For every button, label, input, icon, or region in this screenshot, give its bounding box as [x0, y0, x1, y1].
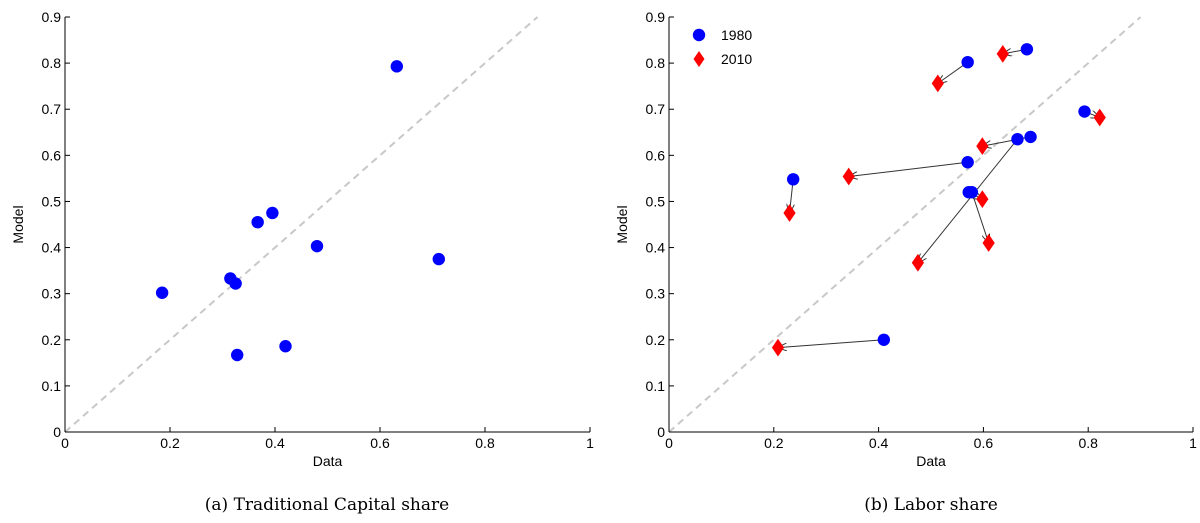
y-tick-label: 0.1	[646, 378, 666, 394]
x-tick-label: 1	[586, 435, 594, 451]
y-axis-label: Model	[614, 205, 630, 243]
y-tick-label: 0.5	[42, 193, 62, 209]
data-point-circle	[279, 340, 292, 353]
x-tick-label: 0.8	[1078, 435, 1098, 451]
data-point-diamond	[783, 204, 796, 222]
change-arrow	[778, 339, 884, 348]
x-tick-label: 0.4	[265, 435, 285, 451]
data-point-diamond	[771, 338, 785, 357]
y-tick-label: 0.2	[646, 332, 666, 348]
chart-panel-capital-share: 0 0.2 0.4 0.6 0.8 1 0 0.1 0.2 0.3 0.4 0.5 0.6 0.7 0.8 0…	[10, 9, 594, 515]
reference-line	[668, 16, 1142, 433]
data-point-diamond	[976, 137, 989, 155]
data-point-diamond	[1093, 108, 1106, 127]
data-point-circle	[965, 186, 979, 199]
data-point-circle	[155, 286, 169, 299]
data-point-diamond	[842, 167, 855, 186]
x-tick-label: 0	[665, 435, 673, 451]
chart-panel-labor-share: 0 0.2 0.4 0.6 0.8 1 0 0.1 0.2 0.3 0.4 0.5 0.6 0.7 0.8 0…	[614, 9, 1197, 515]
data-point-diamond	[976, 190, 989, 209]
data-point-circle	[266, 206, 279, 220]
data-point-circle	[231, 348, 244, 362]
panel-caption: (b) Labor share	[864, 495, 998, 515]
data-point-diamond	[931, 74, 944, 93]
y-tick-label: 0.3	[646, 286, 666, 302]
x-tick-label: 0.2	[764, 435, 784, 451]
data-point-diamond	[982, 234, 995, 252]
data-point-circle	[1011, 132, 1024, 146]
change-arrow	[971, 192, 989, 243]
x-tick-label: 1	[1189, 435, 1197, 451]
x-axis-label: Data	[916, 453, 946, 469]
change-arrow	[918, 138, 1018, 263]
data-point-circle	[310, 239, 324, 253]
x-tick-label: 0	[61, 435, 69, 451]
y-tick-label: 0.6	[42, 147, 62, 163]
y-tick-label: 0.9	[42, 9, 62, 25]
data-point-circle	[1078, 105, 1091, 118]
legend-label: 1980	[721, 27, 752, 43]
y-tick-label: 0.7	[42, 101, 62, 117]
y-tick-label: 0.8	[42, 55, 62, 71]
y-tick-label: 0.9	[646, 9, 666, 25]
panel-caption: (a) Traditional Capital share	[205, 495, 449, 515]
x-tick-label: 0.8	[475, 435, 495, 451]
x-axis-label: Data	[313, 453, 343, 469]
data-point-circle	[432, 252, 445, 266]
x-tick-label: 0.4	[869, 435, 889, 451]
y-tick-label: 0.1	[42, 378, 62, 394]
data-point-circle	[390, 60, 403, 73]
data-point-circle	[251, 215, 264, 229]
y-tick-label: 0	[53, 424, 61, 440]
legend-marker-diamond	[693, 51, 705, 67]
y-tick-label: 0.6	[646, 147, 666, 163]
data-point-diamond	[911, 253, 925, 272]
y-tick-label: 0.3	[42, 286, 62, 302]
data-point-circle	[877, 333, 891, 346]
y-tick-label: 0	[657, 424, 665, 440]
data-point-circle	[1024, 130, 1037, 144]
data-point-circle	[229, 277, 242, 290]
y-tick-label: 0.4	[42, 240, 62, 256]
y-axis-label: Model	[10, 205, 26, 243]
y-tick-label: 0.7	[646, 101, 666, 117]
x-tick-label: 0.6	[370, 435, 390, 451]
data-point-circle	[961, 55, 974, 69]
data-point-circle	[786, 173, 800, 186]
reference-line	[64, 16, 539, 433]
data-point-diamond	[996, 45, 1009, 63]
y-tick-label: 0.4	[646, 240, 666, 256]
legend-label: 2010	[721, 51, 752, 67]
data-point-circle	[961, 156, 974, 169]
y-tick-label: 0.5	[646, 193, 666, 209]
legend-marker-circle	[692, 28, 706, 42]
x-tick-label: 0.2	[160, 435, 180, 451]
y-tick-label: 0.2	[42, 332, 62, 348]
x-tick-label: 0.6	[974, 435, 994, 451]
data-point-circle	[1020, 43, 1034, 56]
y-tick-label: 0.8	[646, 55, 666, 71]
change-arrow	[849, 161, 968, 176]
